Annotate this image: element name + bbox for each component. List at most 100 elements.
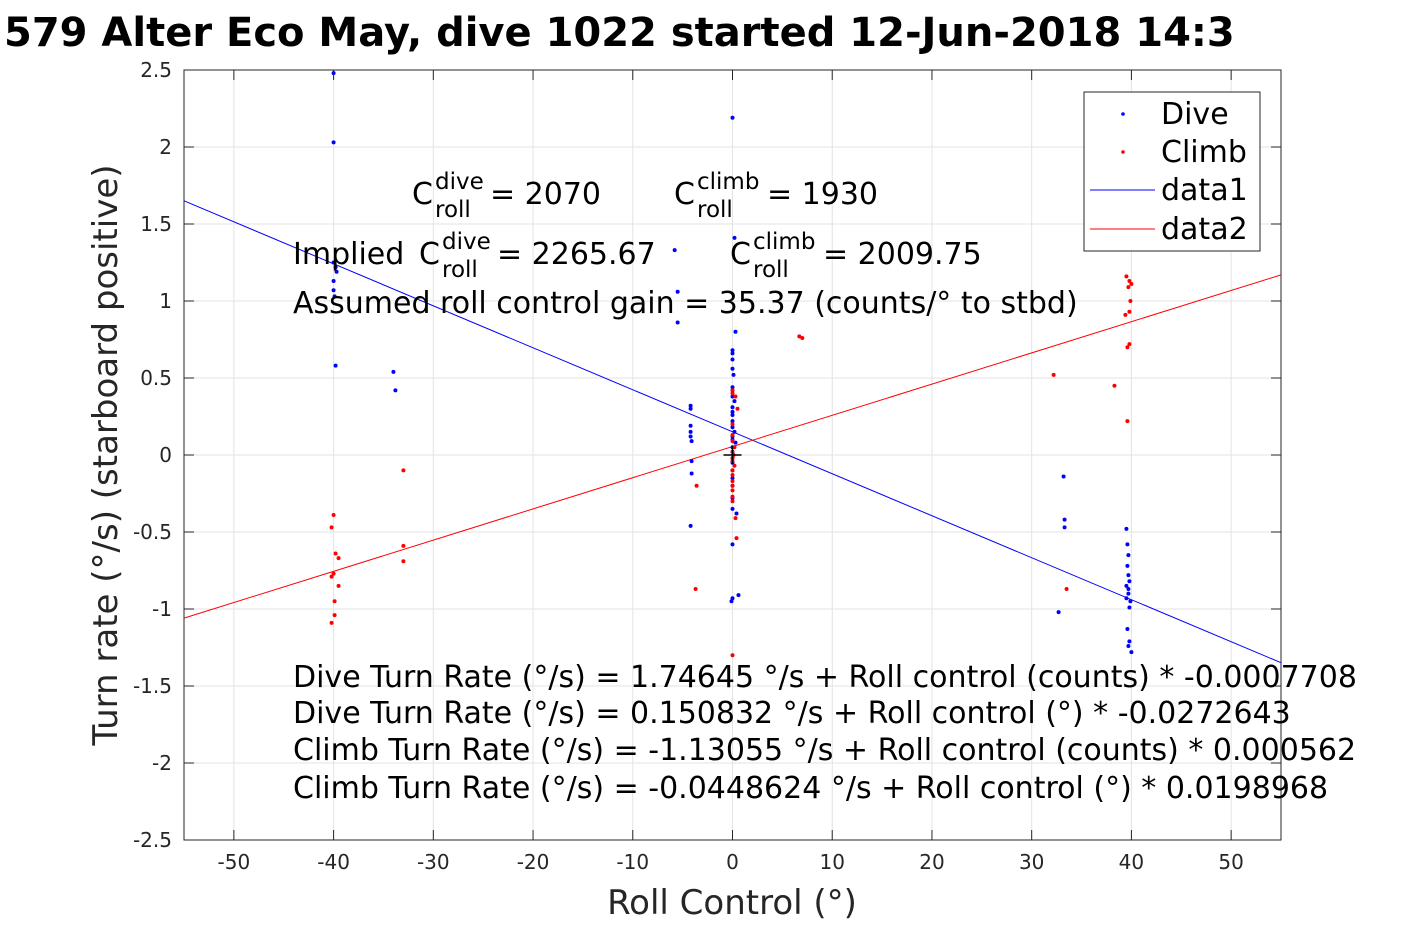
climb-point [730,468,735,473]
dive-point [1126,586,1131,591]
svg-text:C: C [674,177,695,212]
dive-point [1062,525,1067,530]
climb-point [732,445,737,450]
dive-point [334,269,339,274]
climb-point [336,556,341,561]
dive-point [689,459,694,464]
fit-equations: Dive Turn Rate (°/s) = 1.74645 °/s + Rol… [293,660,1357,806]
climb-point [730,488,735,493]
climb-point [730,391,735,396]
dive-point [391,369,396,374]
implied-climb-annotation: C climb roll = 2009.75 [730,229,982,283]
dive-point [331,71,336,76]
implied-dive-annotation: Implied C dive roll = 2265.67 [293,229,656,283]
svg-text:roll: roll [753,257,789,283]
x-tick-label: 50 [1218,850,1243,874]
x-tick-label: 40 [1119,850,1144,874]
y-tick-label: -0.5 [133,520,172,544]
climb-point [730,388,735,393]
climb-point [800,335,805,340]
climb-point [734,536,739,541]
dive-point [730,412,735,417]
climb-point [1125,419,1130,424]
dive-point [331,140,336,145]
y-tick-label: 2 [159,135,172,159]
dive-point [1124,596,1129,601]
svg-text:dive: dive [442,229,491,255]
x-tick-label: -20 [517,850,550,874]
y-tick-label: -2.5 [133,828,172,852]
climb-point [694,483,699,488]
dive-point [1125,563,1130,568]
dive-point [688,403,693,408]
fit-equation-4: Climb Turn Rate (°/s) = -0.0448624 °/s +… [293,771,1328,806]
climb-point [730,432,735,437]
dive-point [736,593,741,598]
climb-point [332,599,337,604]
dive-point [1127,605,1132,610]
climb-point [1127,278,1132,283]
y-tick-label: 1 [159,289,172,313]
x-tick-label: 0 [726,850,739,874]
dive-point [1062,517,1067,522]
dive-point [672,248,677,253]
dive-point [689,471,694,476]
climb-point [401,559,406,564]
climb-point [1129,282,1134,287]
dive-point [730,506,735,511]
svg-text:Implied: Implied [293,237,404,272]
svg-text:= 2009.75: = 2009.75 [823,237,982,272]
climb-point [1051,372,1056,377]
y-tick-label: 0.5 [140,366,172,390]
dive-point [730,596,735,601]
climb-point [730,483,735,488]
climb-point [732,463,737,468]
svg-text:roll: roll [435,197,471,223]
x-axis-ticks: -50 -40 -30 -20 -10 0 10 20 30 40 50 [218,70,1244,874]
climb-point [1124,274,1129,279]
dive-point [1126,553,1131,558]
dive-point [730,419,735,424]
svg-text:= 2265.67: = 2265.67 [497,237,656,272]
climb-point [730,499,735,504]
dive-point [333,265,338,270]
dive-point [730,425,735,430]
fit-equation-2: Dive Turn Rate (°/s) = 0.150832 °/s + Ro… [293,696,1291,731]
climb-point [1128,299,1133,303]
dive-point [688,434,693,439]
dive-point [730,542,735,547]
dive-point [733,329,738,334]
dive-point [1127,579,1132,584]
dive-point [730,405,735,410]
dive-point [675,289,680,294]
data-points [329,71,1134,658]
legend-marker-climb [1121,150,1125,154]
climb-point [1127,309,1132,314]
dive-point [675,320,680,325]
svg-text:C: C [412,177,433,212]
dive-point [1124,526,1129,531]
svg-text:= 1930: = 1930 [767,177,878,212]
dive-point [1127,639,1132,644]
climb-point [693,586,698,591]
x-tick-label: -30 [417,850,450,874]
dive-point [688,423,693,428]
dive-point [332,294,337,299]
dive-point [1126,643,1131,648]
dive-point [688,523,693,528]
svg-text:climb: climb [697,169,759,195]
y-tick-label: 0 [159,443,172,467]
climb-point [730,653,735,658]
svg-text:roll: roll [442,257,478,283]
dive-point [1126,591,1131,596]
svg-text:= 2070: = 2070 [490,177,601,212]
climb-point [1127,342,1132,347]
x-tick-label: 10 [820,850,845,874]
climb-point [331,571,336,576]
legend-box [1083,91,1261,252]
dive-point [730,476,735,481]
legend: Dive Climb data1 data2 [1083,91,1261,252]
climb-point [730,494,735,499]
origin-plus-marker [723,446,742,464]
